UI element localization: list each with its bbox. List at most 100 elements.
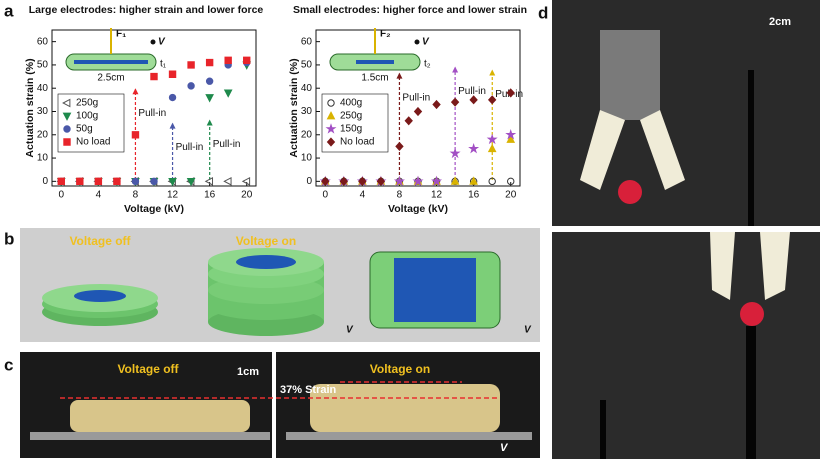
marker [486,133,498,145]
label: Voltage on [236,234,296,248]
legend-label: 100g [76,111,98,122]
legend-label: 400g [340,98,362,109]
marker [507,177,515,186]
label: V [346,325,354,336]
marker [488,177,496,186]
label: Voltage off [117,362,179,376]
y-tick-label: 60 [301,36,313,47]
base [30,432,270,440]
actuator-photo [70,400,250,432]
marker [241,176,251,186]
inset-label: F₁ [116,29,126,40]
marker [63,138,71,146]
inset-label: t₂ [424,59,431,70]
y-tick-label: 30 [37,106,49,117]
marker [412,175,424,187]
marker [468,142,480,154]
arrow-head [489,69,496,76]
marker [432,99,441,110]
marker [505,129,517,140]
y-tick-label: 20 [37,129,49,140]
arrow-head [132,88,139,95]
marker [131,131,140,139]
scale-label: 1cm [237,366,259,378]
y-tick-label: 50 [301,60,313,71]
marker [168,70,177,78]
inset-label: t₁ [160,59,167,70]
x-tick-label: 16 [204,190,216,201]
marker [326,137,336,147]
x-tick-label: 16 [468,190,480,201]
label: Voltage on [370,362,430,376]
marker [94,177,103,186]
marker [469,95,478,105]
x-tick-label: 4 [360,190,366,201]
marker [450,176,460,185]
marker [150,177,158,186]
legend-label: 250g [76,98,98,109]
inset-label: V [158,37,166,48]
marker [187,82,195,90]
inset-electrode [74,60,148,64]
legend-label: 150g [340,124,362,135]
panel-letter: c [4,355,13,374]
inset-electrode [356,60,394,64]
legend-label: 50g [76,124,93,135]
y-tick-label: 40 [37,83,49,94]
y-tick-label: 10 [37,153,49,164]
marker [168,177,177,187]
marker [393,175,405,187]
marker [469,176,478,185]
panel-letter: d [538,3,548,22]
annotation: Pull-in [458,86,486,97]
marker [62,112,72,121]
inset-terminal [414,39,420,45]
x-axis-label: Voltage (kV) [388,203,448,215]
x-tick-label: 12 [431,190,443,201]
chart-title: Large electrodes: higher strain and lowe… [29,4,264,16]
x-tick-label: 20 [505,190,517,201]
marker [339,176,349,186]
marker [358,176,367,186]
inset: F₁ t₁ V 2.5cm [65,28,167,84]
marker [413,106,423,117]
x-tick-label: 12 [167,190,179,201]
y-tick-label: 0 [306,176,312,187]
marker [431,175,443,187]
label: 37% Strain [280,384,337,396]
gripper [580,30,790,459]
marker [76,177,84,186]
y-tick-label: 30 [301,106,313,117]
legend-label: No load [76,137,110,148]
annotation: Pull-in [402,92,430,103]
base [286,432,532,440]
arrow-head [206,119,213,126]
inset-label: 1.5cm [361,73,388,84]
legend-label: 250g [340,111,362,122]
y-tick-label: 0 [42,176,48,187]
marker [131,177,140,186]
scale-label: 2cm [769,16,791,28]
actuator-off [42,284,158,326]
inset-label: V [422,37,430,48]
x-tick-label: 0 [58,190,64,201]
y-tick-label: 50 [37,60,49,71]
marker [243,56,251,64]
marker [223,89,233,98]
label: V [500,442,509,454]
marker [326,111,336,120]
y-tick-label: 40 [301,83,313,94]
marker [487,95,497,105]
photo [552,0,820,226]
marker [395,141,404,151]
x-tick-label: 4 [96,190,102,201]
marker [168,93,177,102]
marker [223,176,232,186]
marker [186,177,196,187]
annotation: Pull-in [176,142,204,153]
y-tick-label: 20 [301,129,313,140]
marker [150,72,158,81]
marker [204,176,214,186]
arrow-head [396,72,403,79]
